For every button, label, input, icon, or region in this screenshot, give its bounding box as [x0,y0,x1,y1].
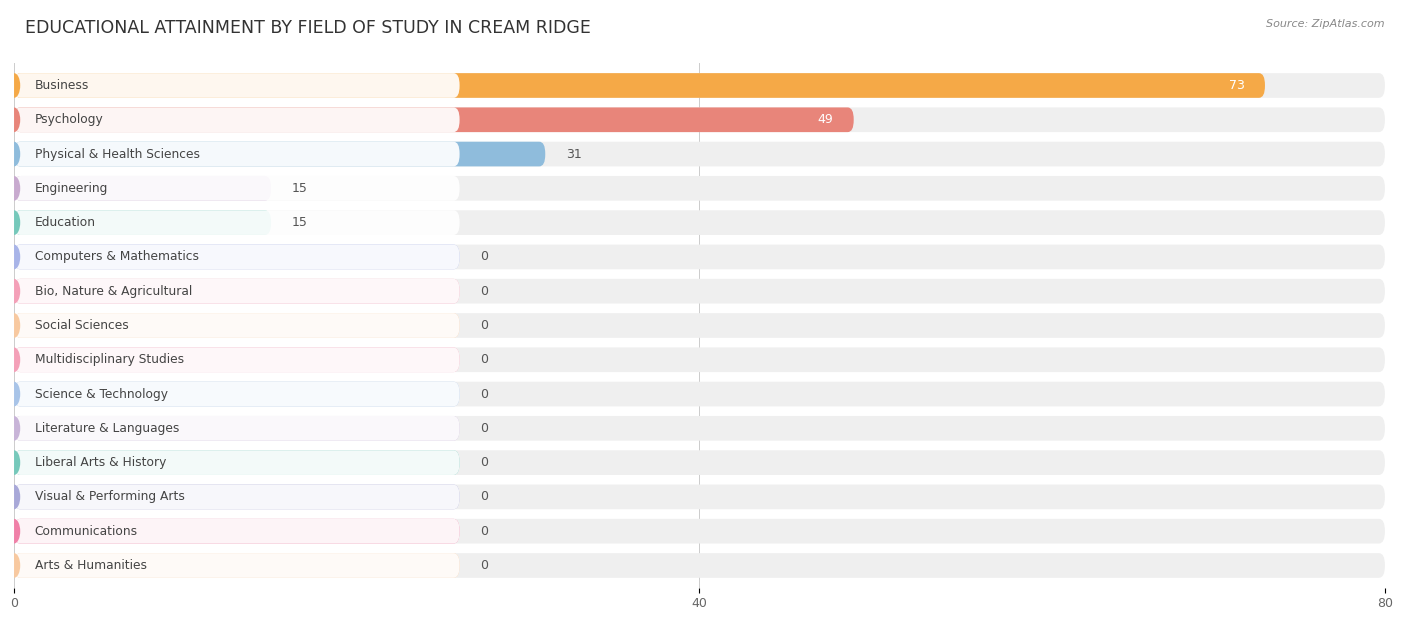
FancyBboxPatch shape [14,553,460,578]
Wedge shape [14,245,20,269]
Text: Liberal Arts & History: Liberal Arts & History [35,456,166,469]
Wedge shape [14,313,20,338]
FancyBboxPatch shape [14,553,1385,578]
Text: Business: Business [35,79,89,92]
FancyBboxPatch shape [14,313,460,338]
FancyBboxPatch shape [14,107,460,132]
FancyBboxPatch shape [14,176,1385,201]
FancyBboxPatch shape [14,313,1385,338]
Wedge shape [14,107,20,132]
Wedge shape [14,519,20,544]
Text: Social Sciences: Social Sciences [35,319,128,332]
Wedge shape [14,176,20,201]
FancyBboxPatch shape [14,450,1385,475]
Text: 15: 15 [291,216,308,229]
Wedge shape [14,142,20,166]
FancyBboxPatch shape [14,142,1385,166]
FancyBboxPatch shape [14,142,546,166]
FancyBboxPatch shape [14,416,1385,441]
Text: 0: 0 [481,250,488,264]
Text: Physical & Health Sciences: Physical & Health Sciences [35,147,200,161]
FancyBboxPatch shape [14,519,460,544]
FancyBboxPatch shape [14,245,460,269]
Text: Computers & Mathematics: Computers & Mathematics [35,250,198,264]
Text: Communications: Communications [35,525,138,538]
Text: Source: ZipAtlas.com: Source: ZipAtlas.com [1267,19,1385,29]
FancyBboxPatch shape [14,416,460,441]
Text: 0: 0 [481,525,488,538]
FancyBboxPatch shape [14,348,460,372]
Wedge shape [14,416,20,441]
FancyBboxPatch shape [14,73,1265,98]
Wedge shape [14,382,20,406]
FancyBboxPatch shape [14,107,1385,132]
FancyBboxPatch shape [14,348,1385,372]
FancyBboxPatch shape [14,107,853,132]
Text: 0: 0 [481,353,488,367]
FancyBboxPatch shape [14,279,460,303]
FancyBboxPatch shape [14,348,460,372]
FancyBboxPatch shape [14,450,460,475]
Text: 0: 0 [481,490,488,504]
Text: 73: 73 [1229,79,1244,92]
Text: Education: Education [35,216,96,229]
FancyBboxPatch shape [14,245,460,269]
FancyBboxPatch shape [14,73,460,98]
Text: EDUCATIONAL ATTAINMENT BY FIELD OF STUDY IN CREAM RIDGE: EDUCATIONAL ATTAINMENT BY FIELD OF STUDY… [25,19,591,37]
Text: 0: 0 [481,387,488,401]
Wedge shape [14,348,20,372]
Wedge shape [14,210,20,235]
FancyBboxPatch shape [14,450,460,475]
Wedge shape [14,279,20,303]
FancyBboxPatch shape [14,176,460,201]
Text: 0: 0 [481,456,488,469]
Text: Multidisciplinary Studies: Multidisciplinary Studies [35,353,184,367]
Text: Arts & Humanities: Arts & Humanities [35,559,146,572]
FancyBboxPatch shape [14,210,271,235]
Text: 0: 0 [481,422,488,435]
FancyBboxPatch shape [14,210,460,235]
FancyBboxPatch shape [14,279,460,303]
Text: 31: 31 [565,147,582,161]
Text: Literature & Languages: Literature & Languages [35,422,179,435]
FancyBboxPatch shape [14,210,1385,235]
FancyBboxPatch shape [14,485,460,509]
FancyBboxPatch shape [14,485,460,509]
FancyBboxPatch shape [14,382,460,406]
FancyBboxPatch shape [14,142,460,166]
FancyBboxPatch shape [14,519,1385,544]
FancyBboxPatch shape [14,485,1385,509]
Text: Bio, Nature & Agricultural: Bio, Nature & Agricultural [35,284,191,298]
FancyBboxPatch shape [14,176,271,201]
Text: Visual & Performing Arts: Visual & Performing Arts [35,490,184,504]
Text: 0: 0 [481,284,488,298]
FancyBboxPatch shape [14,382,460,406]
Wedge shape [14,553,20,578]
FancyBboxPatch shape [14,382,1385,406]
Text: Engineering: Engineering [35,182,108,195]
FancyBboxPatch shape [14,553,460,578]
Wedge shape [14,73,20,98]
FancyBboxPatch shape [14,279,1385,303]
Text: Psychology: Psychology [35,113,104,126]
Text: 49: 49 [817,113,834,126]
FancyBboxPatch shape [14,73,1385,98]
Text: Science & Technology: Science & Technology [35,387,167,401]
FancyBboxPatch shape [14,416,460,441]
FancyBboxPatch shape [14,519,460,544]
Text: 15: 15 [291,182,308,195]
FancyBboxPatch shape [14,245,1385,269]
FancyBboxPatch shape [14,313,460,338]
Wedge shape [14,450,20,475]
Wedge shape [14,485,20,509]
Text: 0: 0 [481,319,488,332]
Text: 0: 0 [481,559,488,572]
